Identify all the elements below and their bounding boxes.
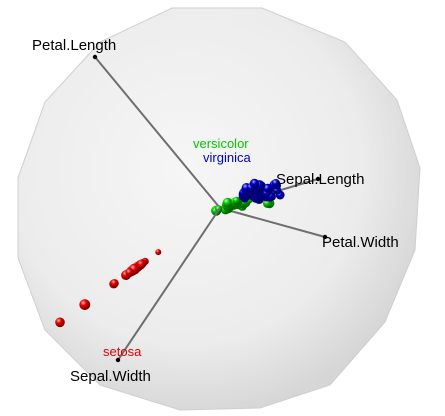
data-point-versicolor xyxy=(232,196,240,204)
data-point-setosa xyxy=(79,299,91,310)
data-point-versicolor xyxy=(222,197,233,208)
group-label-virginica: virginica xyxy=(203,150,251,165)
axis-tip-sepal-width xyxy=(115,357,121,363)
data-point-setosa xyxy=(155,249,162,256)
group-label-versicolor: versicolor xyxy=(193,136,249,151)
data-point-setosa xyxy=(125,268,134,277)
axis-label-petal-length: Petal.Length xyxy=(32,37,116,54)
axis-arrow-petal-length xyxy=(94,56,221,209)
data-point-setosa xyxy=(110,279,119,288)
axis-label-sepal-length: Sepal.Length xyxy=(276,171,364,188)
data-point-virginica xyxy=(250,179,260,188)
axis-arrow-sepal-width xyxy=(117,207,221,361)
axis-tip-petal-width xyxy=(322,234,328,240)
axis-label-petal-width: Petal.Width xyxy=(322,234,399,251)
axis-tip-sepal-length xyxy=(315,176,321,182)
data-point-setosa xyxy=(55,317,65,328)
group-label-setosa: setosa xyxy=(103,344,142,359)
data-point-setosa xyxy=(137,259,146,269)
data-point-virginica xyxy=(271,179,281,188)
axis-label-sepal-width: Sepal.Width xyxy=(70,368,151,385)
axis-arrow-petal-width xyxy=(219,207,326,238)
point-cloud xyxy=(55,178,285,328)
axis-tip-petal-length xyxy=(92,54,98,60)
